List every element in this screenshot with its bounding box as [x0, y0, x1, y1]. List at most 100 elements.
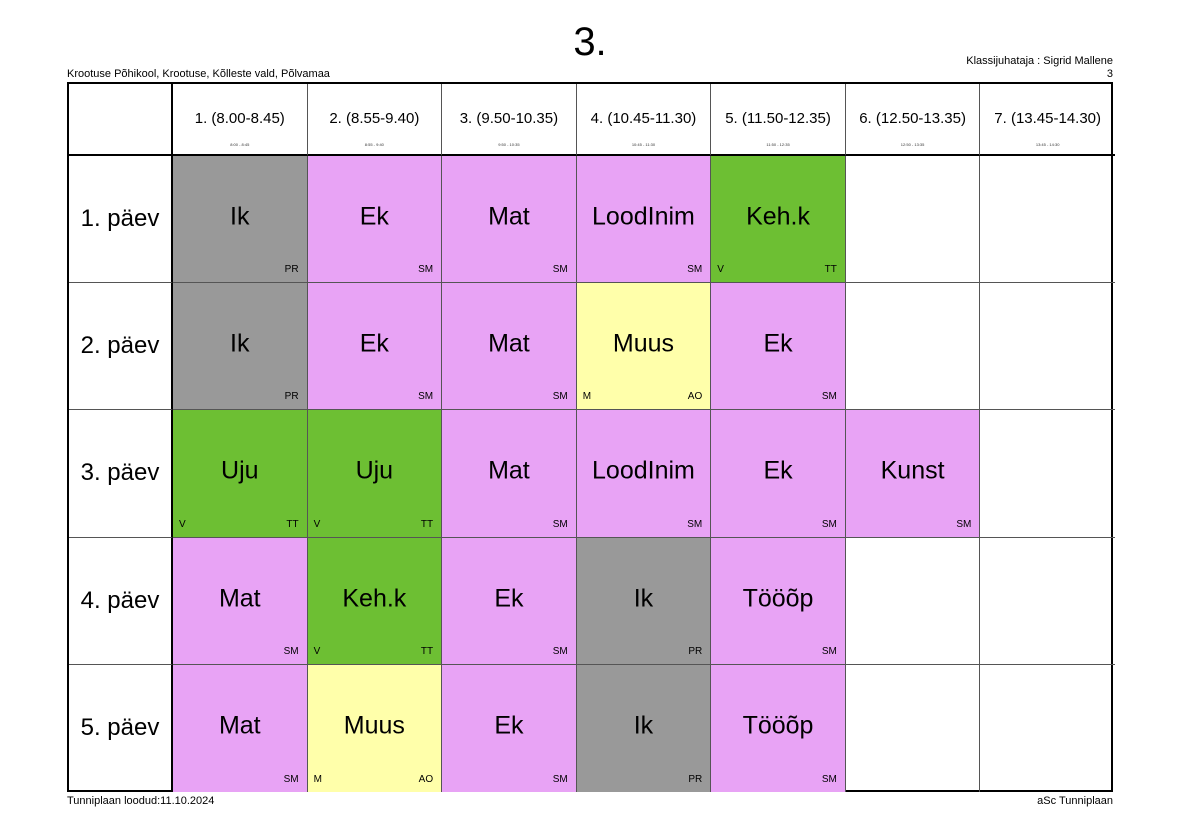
timetable-cell: Ek SM — [307, 283, 443, 411]
lesson-subject: Mat — [488, 457, 530, 486]
lesson-teacher: PR — [688, 773, 703, 785]
lesson-teacher: SM — [821, 518, 837, 530]
timetable-cell: Ek SM — [307, 156, 443, 284]
lesson-teacher: AO — [687, 391, 703, 403]
timetable-cell: Ik PR — [576, 664, 712, 792]
lesson-card: Ik PR — [576, 664, 711, 792]
lesson-subject: Mat — [218, 711, 261, 740]
page-title: 3. — [573, 20, 607, 64]
timetable-cell: Ik PR — [173, 283, 308, 411]
lesson-room: V — [179, 518, 186, 530]
timetable-grid: 1. (8.00-8.45) 8:00 - 8:45 2. (8.55-9.40) 8… — [67, 82, 1115, 792]
period-header: 7. (13.45-14.30) 13:45 - 14:30 — [980, 84, 1115, 156]
lesson-teacher: SM — [821, 773, 837, 785]
timetable-cell — [845, 283, 981, 411]
lesson-teacher: TT — [420, 645, 434, 657]
period-label: 5. (11.50-12.35) — [725, 110, 831, 127]
day-header: 5. päev — [69, 664, 173, 792]
lesson-subject: LoodInim — [592, 202, 695, 231]
timetable-cell: Mat SM — [173, 537, 308, 665]
lesson-subject: Tööõp — [742, 584, 814, 613]
period-time: 8:55 - 9:40 — [364, 142, 384, 147]
lesson-subject: Mat — [488, 329, 530, 358]
lesson-teacher: SM — [418, 264, 434, 276]
software-name: aSc Tunniplaan — [1037, 795, 1113, 807]
timetable-cell — [846, 664, 981, 792]
lesson-subject: Ek — [763, 329, 793, 358]
timetable-cell — [845, 537, 981, 665]
lesson-card: Ik PR — [576, 537, 711, 664]
period-time: 11:50 - 12:35 — [766, 142, 790, 147]
lesson-subject: Kunst — [880, 457, 945, 486]
lesson-card: LoodInim SM — [576, 156, 711, 283]
lesson-card: Mat SM — [442, 156, 576, 283]
lesson-subject: Ik — [633, 584, 654, 613]
school-name: Krootuse Põhikool, Krootuse, Kõlleste va… — [67, 68, 330, 80]
period-time: 8:00 - 8:45 — [230, 142, 250, 147]
corner-cell — [69, 84, 173, 156]
period-header: 4. (10.45-11.30) 10:45 - 11:30 — [576, 84, 712, 156]
lesson-card: Keh.k V TT — [711, 156, 845, 283]
lesson-subject: Uju — [355, 457, 394, 486]
timetable-cell: Ek SM — [711, 283, 846, 411]
timetable-cell: Ik PR — [173, 156, 308, 284]
timetable-cell: Mat SM — [173, 664, 308, 792]
lesson-subject: Mat — [218, 584, 261, 613]
day-header: 2. päev — [69, 283, 173, 411]
lesson-subject: Ek — [359, 329, 389, 358]
period-time: 9:50 - 10:35 — [498, 142, 520, 147]
lesson-subject: Mat — [488, 202, 530, 231]
lesson-card: Uju V TT — [173, 410, 307, 537]
period-label: 1. (8.00-8.45) — [194, 110, 285, 127]
lesson-teacher: AO — [418, 773, 434, 785]
day-label: 4. päev — [80, 586, 160, 614]
lesson-subject: Muus — [612, 329, 675, 358]
timetable-cell: Uju V TT — [307, 410, 443, 538]
timetable-cell — [980, 665, 1115, 792]
lesson-card: Mat SM — [442, 283, 576, 410]
lesson-subject: Keh.k — [342, 584, 407, 613]
lesson-card: Ek SM — [711, 283, 845, 410]
lesson-card: Ek SM — [307, 156, 442, 283]
lesson-teacher: SM — [418, 391, 434, 403]
lesson-room: V — [313, 645, 321, 657]
lesson-room: M — [582, 391, 592, 403]
timetable-cell — [980, 538, 1115, 665]
lesson-subject: Ik — [230, 329, 250, 358]
timetable-cell: Ik PR — [576, 537, 712, 665]
lesson-subject: LoodInim — [592, 457, 695, 486]
lesson-card: Tööõp SM — [711, 537, 845, 664]
lesson-teacher: PR — [688, 645, 703, 657]
lesson-room: M — [313, 773, 322, 785]
period-label: 3. (9.50-10.35) — [459, 110, 559, 127]
lesson-teacher: PR — [284, 391, 299, 403]
lesson-card: Ek SM — [307, 283, 442, 410]
created-date: Tunniplaan loodud:11.10.2024 — [67, 795, 215, 807]
class-teacher: Klassijuhataja : Sigrid Mallene — [966, 55, 1113, 67]
period-time: 12:50 - 13:35 — [900, 142, 925, 147]
lesson-teacher: SM — [552, 773, 568, 785]
lesson-subject: Ek — [359, 202, 389, 231]
lesson-subject: Ek — [763, 457, 793, 486]
timetable-cell: Kunst SM — [845, 410, 981, 538]
period-header: 5. (11.50-12.35) 11:50 - 12:35 — [711, 84, 846, 156]
lesson-teacher: SM — [821, 645, 837, 657]
timetable-cell: LoodInim SM — [576, 410, 712, 538]
lesson-subject: Keh.k — [746, 202, 810, 231]
lesson-card: Mat SM — [173, 664, 307, 792]
timetable-cell: Muus M AO — [576, 283, 712, 411]
lesson-subject: Ek — [494, 711, 524, 740]
timetable-cell: Muus M AO — [307, 664, 443, 792]
lesson-card: Ek SM — [442, 537, 576, 664]
period-label: 6. (12.50-13.35) — [859, 110, 966, 127]
period-label: 7. (13.45-14.30) — [994, 110, 1102, 127]
period-label: 2. (8.55-9.40) — [329, 110, 420, 127]
timetable-cell: Uju V TT — [173, 410, 308, 538]
timetable-cell: Ek SM — [711, 410, 846, 538]
day-header: 4. päev — [69, 537, 173, 665]
lesson-teacher: SM — [552, 518, 568, 530]
timetable-cell: Keh.k V TT — [307, 537, 443, 665]
lesson-card: Mat SM — [442, 410, 576, 537]
period-header: 3. (9.50-10.35) 9:50 - 10:35 — [442, 84, 577, 156]
timetable-cell: Tööõp SM — [711, 537, 846, 665]
